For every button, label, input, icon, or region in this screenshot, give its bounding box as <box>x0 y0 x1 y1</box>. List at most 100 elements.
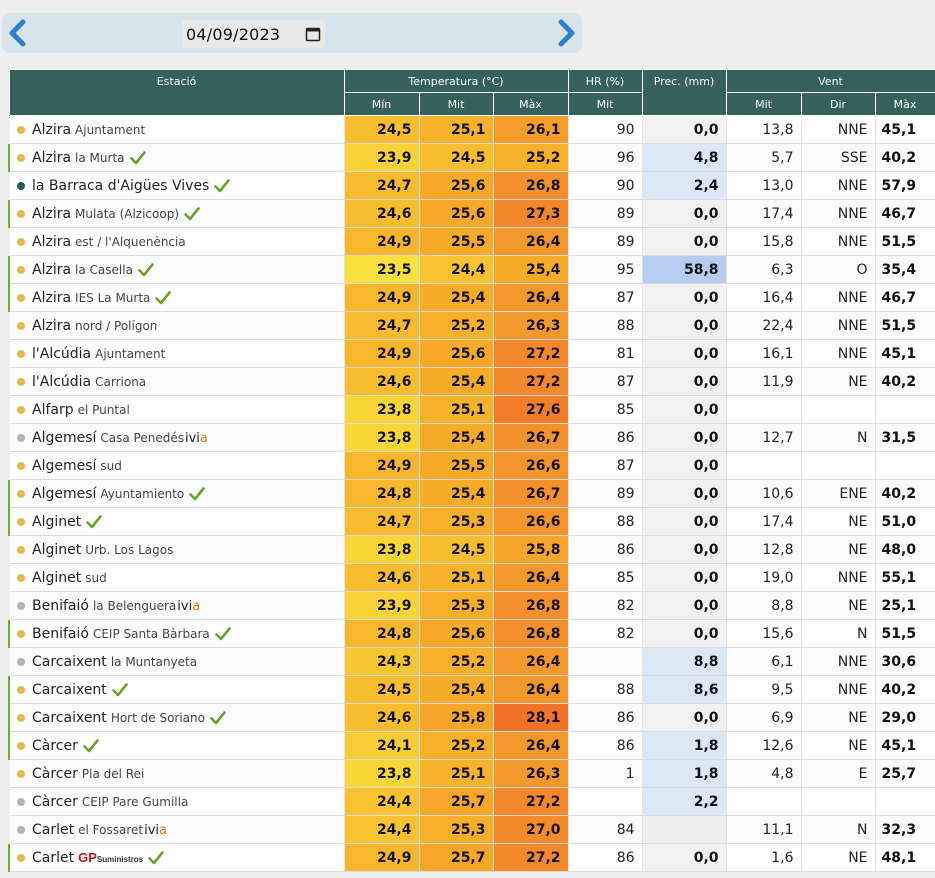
station-row[interactable]: Alzira la Casella 23,5 24,4 25,4 95 58,8 6,3 O 35… <box>8 255 935 284</box>
station-cell[interactable]: Alfarp el Puntal <box>9 395 345 424</box>
verified-check-icon <box>83 738 99 752</box>
station-name: Benifaió <box>32 597 89 614</box>
station-cell[interactable]: Alzira Ajuntament <box>9 115 345 144</box>
station-row[interactable]: Càrcer 24,1 25,2 26,4 86 1,8 12,6 NE 45,1 <box>8 731 935 760</box>
temp-min-cell: 24,9 <box>344 451 420 480</box>
station-row[interactable]: Alginet 24,7 25,3 26,6 88 0,0 17,4 NE 51,0 <box>8 507 935 536</box>
station-detail: Ayuntamiento <box>100 486 185 501</box>
station-cell[interactable]: Carlet GPSuministros <box>8 843 345 872</box>
station-row[interactable]: Càrcer Pla del Rei 23,8 25,1 26,3 1 1,8 4,8 E 25,… <box>9 759 935 788</box>
wind-mit-cell: 8,8 <box>726 591 802 620</box>
station-row[interactable]: Benifaió CEIP Santa Bàrbara 24,8 25,6 26,8 82… <box>8 619 935 648</box>
station-cell[interactable]: Carcaixent <box>8 675 345 704</box>
precipitation-cell: 4,8 <box>642 143 727 172</box>
station-cell[interactable]: Benifaió la Belengueraivia <box>9 591 345 620</box>
station-row[interactable]: Algemesí sud 24,9 25,5 26,6 87 0,0 <box>9 451 935 480</box>
station-status-dot <box>17 489 25 498</box>
temp-max-cell: 27,2 <box>493 367 569 396</box>
station-status-dot <box>17 125 25 134</box>
wind-dir-cell: NE <box>801 703 876 732</box>
station-cell[interactable]: l'Alcúdia Ajuntament <box>9 339 345 368</box>
station-row[interactable]: Alginet sud 24,6 25,1 26,4 85 0,0 19,0 NNE 55,1 <box>9 563 935 592</box>
station-cell[interactable]: Càrcer CEIP Pare Gumilla <box>9 787 345 816</box>
station-detail: IES La Murta <box>75 290 151 305</box>
station-row[interactable]: Alzira la Murta 23,9 24,5 25,2 96 4,8 5,7 SSE 40,… <box>8 143 935 172</box>
station-cell[interactable]: Algemesí Ayuntamiento <box>8 479 345 508</box>
station-cell[interactable]: Carcaixent la Muntanyeta <box>9 647 345 676</box>
station-cell[interactable]: Alginet Urb. Los Lagos <box>9 535 345 564</box>
temp-min-cell: 24,9 <box>344 283 420 312</box>
previous-day-button[interactable] <box>4 17 32 49</box>
precipitation-cell: 0,0 <box>642 451 727 480</box>
calendar-icon[interactable] <box>305 26 321 42</box>
station-cell[interactable]: Algemesí Casa Penedésivia <box>9 423 345 452</box>
station-status-dot <box>17 265 25 274</box>
station-row[interactable]: Alzira Mulata (Alzicoop) 24,6 25,6 27,3 89 0,0… <box>8 199 935 228</box>
station-cell[interactable]: Càrcer Pla del Rei <box>9 759 345 788</box>
station-row[interactable]: Algemesí Casa Penedésivia 23,8 25,4 26,7 86 0,… <box>9 423 935 452</box>
station-cell[interactable]: Alginet <box>8 507 345 536</box>
station-row[interactable]: Alzira IES La Murta 24,9 25,4 26,4 87 0,0 16,4 N… <box>8 283 935 312</box>
station-row[interactable]: Benifaió la Belengueraivia 23,9 25,3 26,8 82 0… <box>9 591 935 620</box>
station-row[interactable]: Carcaixent 24,5 25,4 26,4 88 8,6 9,5 NNE 40,2 <box>8 675 935 704</box>
station-cell[interactable]: Benifaió CEIP Santa Bàrbara <box>8 619 345 648</box>
wind-dir-cell: NE <box>801 535 876 564</box>
station-row[interactable]: Càrcer CEIP Pare Gumilla 24,4 25,7 27,2 2,2 <box>9 787 935 816</box>
station-cell[interactable]: Alzira Mulata (Alzicoop) <box>8 199 345 228</box>
temp-min-cell: 23,8 <box>344 759 420 788</box>
humidity-header: HR (%) <box>567 69 643 93</box>
temp-min-cell: 23,8 <box>344 423 420 452</box>
station-row[interactable]: Carcaixent la Muntanyeta 24,3 25,2 26,4 8,8 6,… <box>9 647 935 676</box>
station-row[interactable]: l'Alcúdia Carriona 24,6 25,4 27,2 87 0,0 11,9 NE… <box>9 367 935 396</box>
station-cell[interactable]: Càrcer <box>8 731 345 760</box>
temp-min-cell: 24,6 <box>344 367 420 396</box>
temp-max-cell: 26,6 <box>493 507 569 536</box>
verified-check-icon <box>138 262 154 276</box>
station-name: Alfarp <box>32 401 74 418</box>
wind-max-cell: 51,5 <box>875 619 935 648</box>
temp-mit-cell: 25,6 <box>419 171 494 200</box>
station-row[interactable]: Alfarp el Puntal 23,8 25,1 27,6 85 0,0 <box>9 395 935 424</box>
station-row[interactable]: Carcaixent Hort de Soriano 24,6 25,8 28,1 86 0… <box>8 703 935 732</box>
station-row[interactable]: Carlet GPSuministros 24,9 25,7 27,2 86 0,0 1,6 N… <box>8 843 935 872</box>
station-row[interactable]: la Barraca d'Aigües Vives 24,7 25,6 26,8 90 2… <box>9 171 935 200</box>
date-input[interactable]: 04/09/2023 <box>182 20 325 48</box>
station-cell[interactable]: Alzira la Murta <box>8 143 345 172</box>
station-name: Alginet <box>32 513 82 530</box>
station-cell[interactable]: Carlet el Fossaretivia <box>9 815 345 844</box>
station-cell[interactable]: l'Alcúdia Carriona <box>9 367 345 396</box>
station-row[interactable]: Carlet el Fossaretivia 24,4 25,3 27,0 84 11,1 N… <box>9 815 935 844</box>
temp-mit-header: Mit <box>418 92 494 116</box>
station-cell[interactable]: Algemesí sud <box>9 451 345 480</box>
humidity-cell: 90 <box>568 171 643 200</box>
wind-dir-cell: NE <box>801 591 876 620</box>
station-cell[interactable]: Alzira la Casella <box>8 255 345 284</box>
station-row[interactable]: Algemesí Ayuntamiento 24,8 25,4 26,7 89 0,0 10,… <box>8 479 935 508</box>
station-row[interactable]: Alginet Urb. Los Lagos 23,8 24,5 25,8 86 0,0 12… <box>9 535 935 564</box>
temp-min-cell: 24,6 <box>344 199 420 228</box>
station-cell[interactable]: Alzira nord / Polígon <box>9 311 345 340</box>
temp-min-cell: 24,7 <box>344 171 420 200</box>
station-name: Càrcer <box>32 793 78 810</box>
station-row[interactable]: l'Alcúdia Ajuntament 24,9 25,6 27,2 81 0,0 16,1… <box>9 339 935 368</box>
station-detail: est / l'Alquenència <box>75 234 186 249</box>
temp-min-cell: 24,8 <box>344 619 420 648</box>
station-cell[interactable]: Carcaixent Hort de Soriano <box>8 703 345 732</box>
wind-max-cell: 40,2 <box>875 675 935 704</box>
station-row[interactable]: Alzira Ajuntament 24,5 25,1 26,1 90 0,0 13,8 NNE… <box>9 115 935 144</box>
precipitation-cell: 0,0 <box>642 115 727 144</box>
next-day-button[interactable] <box>552 17 580 49</box>
wind-mit-cell: 10,6 <box>726 479 802 508</box>
station-cell[interactable]: Alzira IES La Murta <box>8 283 345 312</box>
station-name: Alginet <box>32 541 82 558</box>
station-status-dot <box>17 685 25 694</box>
precipitation-cell: 0,0 <box>642 563 727 592</box>
station-row[interactable]: Alzira est / l'Alquenència 24,9 25,5 26,4 89 0… <box>9 227 935 256</box>
station-detail: CEIP Santa Bàrbara <box>92 626 210 641</box>
station-cell[interactable]: Alginet sud <box>9 563 345 592</box>
station-name: Càrcer <box>32 765 78 782</box>
station-row[interactable]: Alzira nord / Polígon 24,7 25,2 26,3 88 0,0 22,… <box>9 311 935 340</box>
station-cell[interactable]: la Barraca d'Aigües Vives <box>9 171 345 200</box>
station-name: Càrcer <box>32 737 78 754</box>
station-cell[interactable]: Alzira est / l'Alquenència <box>9 227 345 256</box>
